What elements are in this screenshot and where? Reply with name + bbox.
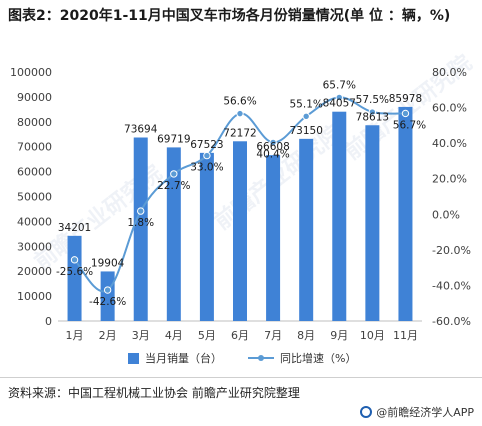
bar-value-label: 84057 xyxy=(323,98,356,110)
legend-item-line: 同比增速（%） xyxy=(248,350,356,366)
chart-canvas: 0 10000 20000 30000 40000 50000 60000 70000 8000… xyxy=(10,66,471,342)
bar xyxy=(166,147,181,321)
bar xyxy=(365,125,380,321)
line-value-label: -42.6% xyxy=(89,296,126,308)
bar xyxy=(266,155,281,321)
y-right-tick-label: -20.0% xyxy=(432,244,471,257)
line-point xyxy=(170,170,178,178)
line-value-label: 55.1% xyxy=(290,98,323,110)
chart-legend: 当月销量（台） 同比增速（%） xyxy=(128,350,382,366)
brand-logo-icon xyxy=(360,406,373,418)
y-left-tick-label: 60000 xyxy=(17,166,52,179)
y-right-tick-label: 60.0% xyxy=(432,102,467,115)
line-value-label: 33.0% xyxy=(190,162,223,174)
bar xyxy=(67,235,82,321)
line-point xyxy=(103,286,112,294)
line-point xyxy=(203,151,211,160)
legend-bar-swatch xyxy=(128,352,139,364)
y-left-tick-label: 0 xyxy=(45,315,52,328)
bar xyxy=(133,137,148,321)
y-left-tick-label: 40000 xyxy=(17,215,52,228)
bar-value-label: 19904 xyxy=(91,257,125,269)
bar-value-label: 67523 xyxy=(190,139,223,151)
y-right-tick-label: 0.0% xyxy=(432,208,460,221)
brand-label: @前瞻经济学人APP xyxy=(376,406,474,419)
bar xyxy=(233,141,247,321)
bar xyxy=(332,111,347,322)
bar-value-label: 72172 xyxy=(223,127,256,139)
y-left-tick-label: 90000 xyxy=(17,91,52,104)
line-value-label: 56.7% xyxy=(393,119,426,131)
line-point xyxy=(302,112,310,120)
legend-line-swatch xyxy=(248,353,274,363)
line-value-label: 22.7% xyxy=(157,180,190,192)
line-value-label: 40.4% xyxy=(256,148,289,160)
y-left-tick-label: 10000 xyxy=(17,290,52,303)
y-right-tick-label: -60.0% xyxy=(432,315,471,328)
y-right-tick-label: -40.0% xyxy=(432,279,471,292)
legend-bar-label: 当月销量（台） xyxy=(145,352,222,365)
bar-value-label: 85978 xyxy=(389,93,422,105)
bar-value-label: 69719 xyxy=(157,133,190,145)
x-tick-label: 4月 xyxy=(165,329,183,342)
brand-credit: @前瞻经济学人APP xyxy=(360,404,474,420)
legend-line-label: 同比增速（%） xyxy=(280,352,357,365)
y-left-tick-label: 20000 xyxy=(17,265,52,278)
line-point xyxy=(269,138,277,147)
x-tick-label: 8月 xyxy=(297,329,315,342)
line-point xyxy=(70,256,79,264)
bar-value-label: 73694 xyxy=(124,124,158,136)
y-right-tick-label: 80.0% xyxy=(432,66,467,79)
chart-title: 图表2：2020年1-11月中国叉车市场各月份销量情况(单 位 ：辆，%) xyxy=(8,8,451,24)
line-point xyxy=(335,93,343,102)
bar-value-label: 78613 xyxy=(356,111,389,123)
bar xyxy=(398,106,413,321)
line-value-label: 57.5% xyxy=(356,94,389,106)
bar-value-label: 66608 xyxy=(256,141,289,153)
y-right-tick-label: 40.0% xyxy=(432,137,467,150)
line-point xyxy=(137,207,145,215)
line-value-label: -25.6% xyxy=(56,266,93,278)
x-tick-label: 1月 xyxy=(66,329,84,342)
y-left-tick-label: 30000 xyxy=(17,240,52,253)
y-left-tick-label: 80000 xyxy=(17,116,52,129)
line-point xyxy=(236,109,244,118)
x-tick-label: 9月 xyxy=(330,329,348,342)
bar xyxy=(100,271,115,321)
y-left-tick-label: 70000 xyxy=(17,141,52,154)
bar xyxy=(299,138,314,321)
x-tick-label: 11月 xyxy=(393,329,418,342)
x-tick-label: 2月 xyxy=(99,329,117,342)
x-tick-label: 6月 xyxy=(231,329,249,342)
line-value-label: 56.6% xyxy=(223,96,256,108)
line-point xyxy=(368,108,377,116)
footer-divider xyxy=(0,377,482,378)
x-tick-label: 5月 xyxy=(198,329,216,342)
y-right-tick-label: 20.0% xyxy=(432,173,467,186)
line-point xyxy=(401,109,410,118)
bar-value-label: 73150 xyxy=(289,125,322,137)
bar-value-label: 34201 xyxy=(58,222,91,234)
x-tick-label: 7月 xyxy=(264,329,282,342)
legend-item-bar: 当月销量（台） xyxy=(128,350,222,366)
x-tick-label: 3月 xyxy=(132,329,150,342)
line-value-label: 1.8% xyxy=(127,217,154,229)
y-left-tick-label: 50000 xyxy=(17,191,52,204)
y-left-tick-label: 100000 xyxy=(10,66,52,79)
line-value-label: 65.7% xyxy=(323,79,356,91)
x-tick-label: 10月 xyxy=(360,329,385,342)
source-note: 资料来源：中国工程机械工业协会 前瞻产业研究院整理 xyxy=(8,386,300,400)
bar xyxy=(199,152,214,321)
